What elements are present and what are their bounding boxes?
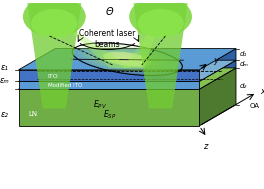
Polygon shape — [54, 17, 132, 68]
Text: Θ: Θ — [106, 7, 113, 17]
Text: ε₂: ε₂ — [1, 110, 9, 119]
Ellipse shape — [23, 0, 86, 37]
Text: $E_{PV}$: $E_{PV}$ — [93, 98, 107, 111]
Ellipse shape — [129, 0, 192, 37]
Ellipse shape — [94, 50, 160, 69]
Ellipse shape — [72, 43, 182, 76]
Polygon shape — [18, 70, 199, 81]
Polygon shape — [134, 3, 188, 108]
Polygon shape — [199, 68, 236, 126]
Text: x: x — [261, 87, 264, 96]
Text: z: z — [203, 142, 207, 151]
Ellipse shape — [89, 48, 166, 71]
Text: d₂: d₂ — [240, 83, 247, 89]
Text: y: y — [213, 56, 218, 65]
Polygon shape — [199, 60, 236, 89]
Ellipse shape — [31, 9, 77, 38]
Text: d₁: d₁ — [240, 51, 247, 57]
Ellipse shape — [105, 53, 149, 66]
Ellipse shape — [122, 58, 133, 61]
Ellipse shape — [78, 45, 177, 74]
Polygon shape — [199, 49, 236, 81]
Ellipse shape — [100, 51, 155, 67]
Ellipse shape — [111, 54, 144, 64]
Polygon shape — [18, 68, 236, 89]
Ellipse shape — [137, 9, 184, 38]
Text: Coherent laser
beams: Coherent laser beams — [79, 29, 136, 49]
Polygon shape — [122, 17, 161, 68]
Text: εₘ: εₘ — [0, 76, 10, 85]
Text: $E_{SP}$: $E_{SP}$ — [103, 108, 116, 121]
Text: ε₁: ε₁ — [1, 64, 9, 72]
Polygon shape — [18, 49, 236, 70]
Ellipse shape — [103, 52, 151, 67]
Ellipse shape — [83, 46, 171, 72]
Polygon shape — [18, 81, 199, 89]
Polygon shape — [18, 89, 199, 126]
Text: Modified ITO: Modified ITO — [48, 83, 82, 88]
Text: dₘ: dₘ — [240, 61, 249, 67]
Text: ITO: ITO — [48, 74, 58, 79]
Polygon shape — [27, 3, 81, 108]
Text: OA: OA — [250, 103, 260, 109]
Ellipse shape — [116, 56, 138, 63]
Text: LN: LN — [28, 111, 37, 117]
Polygon shape — [18, 60, 236, 81]
